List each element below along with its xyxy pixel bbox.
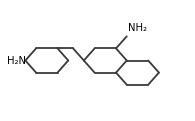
Text: NH₂: NH₂ xyxy=(128,23,147,33)
Text: H₂N: H₂N xyxy=(7,56,26,65)
